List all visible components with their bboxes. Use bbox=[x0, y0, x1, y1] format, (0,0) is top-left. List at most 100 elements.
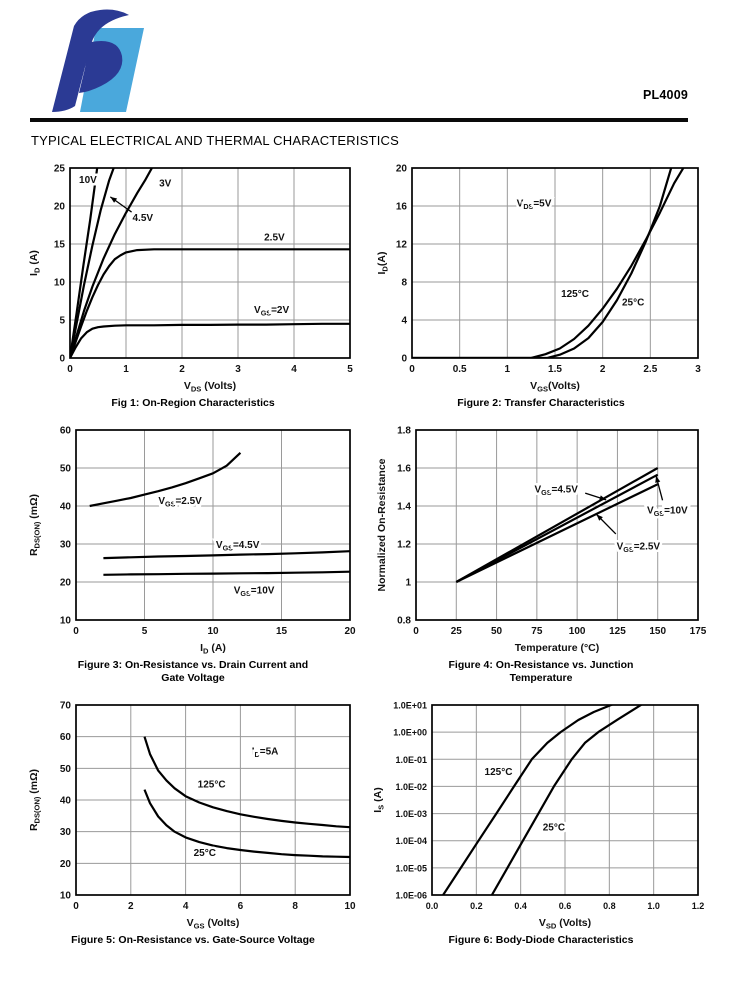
series-curve bbox=[442, 705, 615, 896]
svg-text:125°C: 125°C bbox=[485, 768, 513, 779]
series-lines bbox=[412, 168, 685, 358]
svg-text:1.0E-05: 1.0E-05 bbox=[395, 864, 427, 874]
svg-text:1.0E-06: 1.0E-06 bbox=[395, 891, 427, 901]
series-lines bbox=[70, 168, 350, 358]
svg-text:0.6: 0.6 bbox=[559, 901, 572, 911]
svg-text:6: 6 bbox=[238, 901, 244, 912]
series-curve bbox=[143, 789, 350, 859]
arrow-head bbox=[655, 476, 661, 484]
x-axis-label: Temperature (°C) bbox=[515, 642, 600, 654]
svg-text:3: 3 bbox=[235, 364, 241, 375]
figure-2-chart: 0 0.5 1 1.5 2 2.5 3 0 4 8 12 16 20 VGS(Volts) ID(A) VDS… bbox=[376, 164, 701, 394]
svg-text:2: 2 bbox=[600, 364, 606, 375]
svg-text:VGS=10V: VGS=10V bbox=[647, 505, 688, 518]
axis-ticks: 0 5 10 15 20 10 20 30 40 50 60 bbox=[60, 426, 356, 638]
annotations: 125°C 25°C bbox=[482, 765, 568, 836]
svg-text:5: 5 bbox=[347, 364, 353, 375]
series-lines bbox=[89, 452, 350, 577]
svg-text:8: 8 bbox=[401, 278, 407, 289]
part-number: PL4009 bbox=[643, 88, 688, 102]
svg-text:3: 3 bbox=[695, 364, 701, 375]
svg-text:2: 2 bbox=[179, 364, 185, 375]
charts-grid: 0 1 2 3 4 5 0 5 10 15 20 25 VDS (Volts) ID (A) 10V 3V 4.… bbox=[26, 160, 726, 948]
plot-border bbox=[431, 704, 699, 897]
figure-1: 0 1 2 3 4 5 0 5 10 15 20 25 VDS (Volts) ID (A) 10V 3V 4.… bbox=[26, 160, 360, 410]
svg-text:30: 30 bbox=[60, 540, 72, 551]
series-curve bbox=[143, 736, 350, 829]
figure-1-caption: Fig 1: On-Region Characteristics bbox=[111, 397, 275, 409]
x-axis-label: VDS (Volts) bbox=[184, 380, 236, 394]
svg-text:10: 10 bbox=[207, 626, 219, 637]
svg-text:5: 5 bbox=[142, 626, 148, 637]
svg-text:25: 25 bbox=[54, 164, 66, 175]
svg-text:20: 20 bbox=[60, 859, 72, 870]
svg-text:150: 150 bbox=[649, 626, 666, 637]
svg-text:VGS=2.5V: VGS=2.5V bbox=[158, 496, 202, 509]
svg-text:1.0: 1.0 bbox=[647, 901, 660, 911]
figure-5-chart: 0 2 4 6 8 10 10 20 30 40 50 60 70 VGS (Volts) RDS(ON) … bbox=[28, 701, 356, 931]
svg-text:16: 16 bbox=[396, 202, 408, 213]
header-rule bbox=[30, 118, 688, 122]
svg-text:4: 4 bbox=[291, 364, 297, 375]
figure-6-caption: Figure 6: Body-Diode Characteristics bbox=[448, 934, 634, 947]
series-curve bbox=[89, 452, 242, 508]
svg-text:25°C: 25°C bbox=[194, 848, 216, 859]
y-axis-label: Normalized On-Resistance bbox=[376, 458, 388, 591]
svg-text:60: 60 bbox=[60, 733, 72, 744]
svg-text:1.0E-01: 1.0E-01 bbox=[395, 755, 427, 765]
svg-text:1.0E-04: 1.0E-04 bbox=[395, 837, 427, 847]
svg-text:10V: 10V bbox=[79, 175, 97, 186]
axis-ticks: 0.0 0.2 0.4 0.6 0.8 1.0 1.2 1.0E+01 1.0E+00 1.0E-… bbox=[393, 701, 704, 912]
svg-text:1.0E+01: 1.0E+01 bbox=[393, 701, 427, 711]
svg-text:60: 60 bbox=[60, 426, 72, 437]
svg-text:12: 12 bbox=[396, 240, 408, 251]
series-curve bbox=[103, 550, 350, 560]
axis-ticks: 0 0.5 1 1.5 2 2.5 3 0 4 8 12 16 20 bbox=[396, 164, 701, 376]
svg-text:1.2: 1.2 bbox=[397, 540, 411, 551]
svg-text:10: 10 bbox=[60, 891, 72, 902]
svg-text:25: 25 bbox=[451, 626, 463, 637]
svg-text:1.5: 1.5 bbox=[548, 364, 562, 375]
axis-ticks: 0 1 2 3 4 5 0 5 10 15 20 25 bbox=[54, 164, 353, 376]
series-curve bbox=[70, 168, 115, 358]
plot-grid bbox=[76, 705, 350, 896]
svg-text:2.5: 2.5 bbox=[643, 364, 657, 375]
svg-text:3V: 3V bbox=[159, 179, 172, 190]
axis-ticks: 0 2 4 6 8 10 10 20 30 40 50 60 70 bbox=[60, 701, 356, 913]
svg-text:4: 4 bbox=[401, 316, 407, 327]
y-axis-label: RDS(ON) (mΩ) bbox=[28, 494, 42, 556]
figure-5: 0 2 4 6 8 10 10 20 30 40 50 60 70 VGS (Volts) RDS(ON) … bbox=[26, 697, 360, 947]
svg-text:15: 15 bbox=[54, 240, 66, 251]
svg-text:40: 40 bbox=[60, 502, 72, 513]
svg-text:10: 10 bbox=[54, 278, 66, 289]
annotations: VGS=4.5V VGS=10V VGS=2.5V bbox=[532, 482, 691, 557]
svg-text:0: 0 bbox=[401, 354, 407, 365]
series-lines bbox=[143, 736, 350, 859]
svg-text:8: 8 bbox=[292, 901, 298, 912]
axis-ticks: 0 25 50 75 100 125 150 175 0.8 1 1.2 1.4 1.6 1.8 bbox=[397, 426, 707, 638]
svg-text:1.0E-02: 1.0E-02 bbox=[395, 782, 427, 792]
svg-text:20: 20 bbox=[396, 164, 408, 175]
section-title: TYPICAL ELECTRICAL AND THERMAL CHARACTER… bbox=[31, 133, 399, 148]
company-logo bbox=[52, 9, 144, 112]
series-curve bbox=[70, 168, 99, 358]
x-axis-label: ID (A) bbox=[200, 642, 226, 656]
plot-border bbox=[411, 167, 699, 359]
svg-text:30: 30 bbox=[60, 828, 72, 839]
x-axis-label: VGS(Volts) bbox=[530, 380, 580, 394]
svg-text:0.2: 0.2 bbox=[470, 901, 483, 911]
svg-text:1.0E-03: 1.0E-03 bbox=[395, 809, 427, 819]
series-curve bbox=[70, 322, 350, 358]
plot-grid bbox=[76, 430, 350, 621]
series-curve bbox=[455, 483, 659, 584]
svg-text:25°C: 25°C bbox=[622, 297, 644, 308]
svg-text:70: 70 bbox=[60, 701, 72, 712]
svg-text:125°C: 125°C bbox=[198, 780, 226, 791]
figure-6-chart: 0.0 0.2 0.4 0.6 0.8 1.0 1.2 1.0E+01 1.0E+00 1.0E-… bbox=[374, 701, 704, 931]
series-lines bbox=[442, 705, 643, 896]
arrow-head bbox=[110, 196, 118, 203]
svg-text:1.0E+00: 1.0E+00 bbox=[393, 728, 427, 738]
svg-text:1.6: 1.6 bbox=[397, 464, 411, 475]
plot-grid bbox=[432, 705, 698, 896]
